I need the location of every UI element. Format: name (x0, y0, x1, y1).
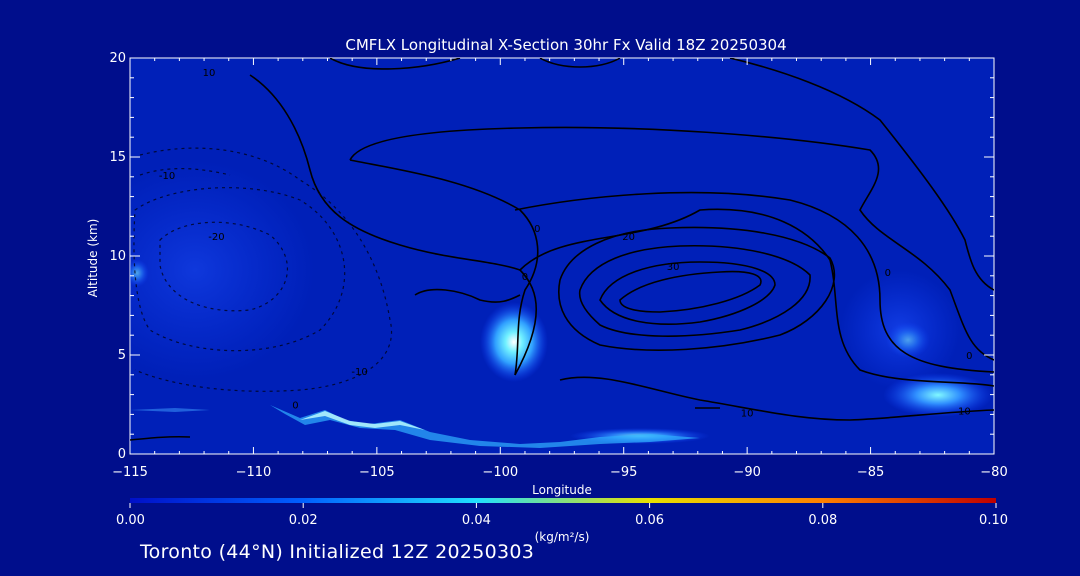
contour-line (134, 147, 393, 392)
contour-line (159, 221, 288, 312)
x-tick-label: −85 (857, 465, 884, 480)
x-tick-label: −95 (610, 465, 637, 480)
contour-label: 0 (534, 224, 540, 235)
flux-streak-edge (130, 408, 210, 412)
x-axis-label: Longitude (532, 483, 592, 497)
x-tick-label: −80 (980, 465, 1007, 480)
contour-label: -20 (208, 232, 224, 243)
contour-label: 0 (885, 268, 891, 279)
contour-line (578, 244, 811, 337)
contour-label: 0 (292, 400, 298, 411)
contour-line (619, 270, 762, 313)
contour-label: 30 (667, 262, 680, 273)
y-tick-label: 10 (109, 249, 126, 264)
x-tick-label: −110 (236, 465, 272, 480)
x-tick-label: −90 (733, 465, 760, 480)
flux-shading (130, 160, 993, 448)
contour-label: 10 (203, 68, 216, 79)
contour-lines (130, 58, 994, 441)
flux-streak-west (270, 405, 700, 448)
contour-label: 0 (966, 351, 972, 362)
colorbar-tick-label: 0.00 (116, 513, 145, 528)
colorbar-tick-label: 0.10 (979, 513, 1008, 528)
contour-line (514, 191, 994, 373)
flux-streak-core (300, 411, 425, 430)
contour-line (414, 288, 521, 303)
contour-line (139, 168, 231, 176)
y-tick-label: 20 (109, 51, 126, 66)
y-axis-label: Altitude (km) (86, 219, 100, 298)
contour-line (729, 58, 994, 291)
contour-label: -10 (159, 171, 175, 182)
contour-lines-dashed (133, 147, 393, 392)
contour-line (130, 435, 191, 441)
colorbar-tick-label: 0.08 (808, 513, 837, 528)
colorbar-tick-label: 0.04 (462, 513, 491, 528)
x-tick-label: −100 (482, 465, 518, 480)
flux-maximum-west (130, 259, 149, 287)
contour-label: 10 (741, 408, 754, 419)
x-tick-label: −105 (359, 465, 395, 480)
contour-label: 10 (958, 406, 971, 417)
flux-field-left (130, 160, 315, 380)
contour-label: 20 (622, 232, 635, 243)
flux-maximum-central (480, 302, 548, 382)
colorbar-unit-label: (kg/m²/s) (535, 530, 590, 544)
footer-caption: Toronto (44°N) Initialized 12Z 20250303 (140, 541, 535, 563)
contour-label: -10 (351, 367, 367, 378)
contour-line (559, 376, 994, 421)
y-tick-label: 5 (118, 348, 126, 363)
y-tick-label: 0 (118, 447, 126, 462)
contour-line (349, 126, 994, 361)
contour-line (133, 187, 346, 352)
contour-line (514, 208, 994, 387)
colorbar-tick-label: 0.06 (635, 513, 664, 528)
contour-label: 0 (522, 272, 528, 283)
contour-line (558, 226, 836, 352)
colorbar (130, 498, 996, 503)
colorbar-tick-label: 0.02 (289, 513, 318, 528)
contour-line (349, 159, 539, 376)
y-axis: 0 5 10 15 20 (109, 51, 994, 462)
chart-title: CMFLX Longitudinal X-Section 30hr Fx Val… (345, 36, 786, 54)
contour-line (329, 58, 461, 70)
contour-line (599, 261, 776, 325)
x-tick-label: −115 (112, 465, 148, 480)
flux-maximum-east-upper (886, 322, 930, 358)
colorbar-ticks: 0.00 0.02 0.04 0.06 0.08 0.10 (116, 503, 1008, 528)
contour-line (539, 58, 621, 68)
x-axis: −115 −110 −105 −100 −95 −90 −85 −80 (112, 58, 1008, 480)
contour-labels: 10 -10 -20 -10 0 0 0 20 30 10 0 0 10 (159, 68, 973, 420)
contour-line (249, 74, 521, 271)
y-tick-label: 15 (109, 150, 126, 165)
